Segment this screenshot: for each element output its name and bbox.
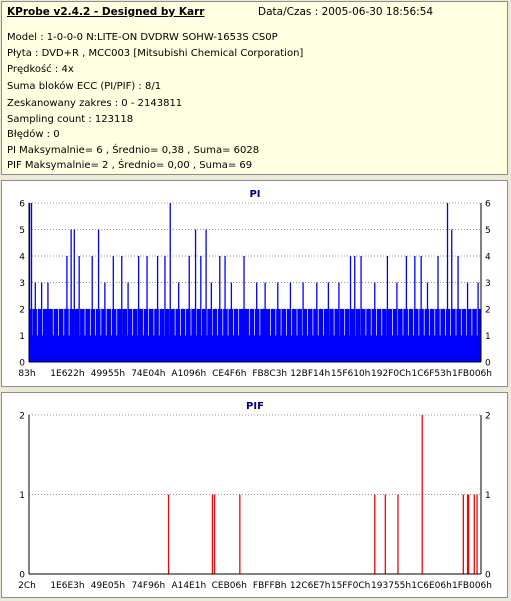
x-tick-label: A14E1h [171, 581, 206, 591]
x-tick-label: 1FB006h [452, 369, 492, 379]
x-tick-label: 1E622h [50, 369, 84, 379]
pi-chart-panel: PI 0 0 1 1 2 2 3 3 4 4 5 5 6 6 83h 1E622h 49955h 74E04h A10… [1, 180, 508, 387]
x-tick-label: 15FF0Ch [331, 581, 371, 591]
x-tick-label: 2Ch [18, 581, 36, 591]
x-tick-label: FBFFBh [253, 581, 287, 591]
y-tick-label-left: 2 [19, 412, 25, 422]
x-tick-label: CEB06h [212, 581, 247, 591]
y-tick-label-left: 0 [19, 571, 25, 581]
chart-title: PI [249, 189, 260, 200]
y-tick-label-right: 3 [485, 279, 491, 289]
x-tick-label: 49955h [91, 369, 125, 379]
y-tick-label-left: 2 [19, 306, 25, 316]
x-tick-label: A1096h [171, 369, 206, 379]
chart-title: PIF [246, 401, 264, 412]
info-scan-range: Zeskanowany zakres : 0 - 2143811 [7, 98, 183, 109]
pi-chart: PI 0 0 1 1 2 2 3 3 4 4 5 5 6 6 83h 1E622h 49955h 74E04h A10… [18, 189, 492, 379]
info-pi-stats: PI Maksymalnie= 6 , Średnio= 0,38 , Suma… [7, 145, 260, 156]
x-tick-label: 1C6F53h [412, 369, 452, 379]
y-tick-label-left: 1 [19, 491, 25, 501]
y-tick-label-right: 0 [485, 571, 491, 581]
y-tick-label-right: 2 [485, 412, 491, 422]
y-tick-label-right: 2 [485, 306, 491, 316]
scan-datetime: Data/Czas : 2005-06-30 18:56:54 [258, 6, 434, 18]
x-tick-label: 74F96h [131, 581, 165, 591]
x-tick-label: 12BF14h [290, 369, 330, 379]
info-ecc-blocks: Suma bloków ECC (PI/PIF) : 8/1 [7, 81, 162, 92]
info-speed: Prędkość : 4x [7, 64, 74, 75]
x-tick-label: 193755h [371, 581, 411, 591]
y-tick-label-left: 0 [19, 359, 25, 369]
y-tick-label-right: 0 [485, 359, 491, 369]
x-tick-label: 192F0Ch [371, 369, 411, 379]
info-disc: Płyta : DVD+R , MCC003 [Mitsubishi Chemi… [7, 48, 304, 59]
info-panel: KProbe v2.4.2 - Designed by Karr Data/Cz… [1, 1, 508, 175]
x-tick-label: CE4F6h [212, 369, 246, 379]
y-tick-label-left: 1 [19, 332, 25, 342]
x-tick-label: FB8C3h [252, 369, 287, 379]
pif-chart: PIF 0 0 1 1 2 2 2Ch 1E6E3h 49E05h 74F96h A14E1h CEB0… [18, 401, 492, 591]
x-tick-label: 15F610h [331, 369, 371, 379]
y-tick-label-right: 5 [485, 226, 491, 236]
x-tick-label: 1E6E3h [50, 581, 84, 591]
y-tick-label-right: 6 [485, 200, 491, 210]
x-tick-label: 1FB006h [452, 581, 492, 591]
y-tick-label-left: 4 [19, 253, 25, 263]
x-tick-label: 74E04h [131, 369, 165, 379]
y-tick-label-left: 6 [19, 200, 25, 210]
x-tick-label: 1C6E06h [411, 581, 452, 591]
pif-chart-panel: PIF 0 0 1 1 2 2 2Ch 1E6E3h 49E05h 74F96h A14E1h CEB0… [1, 392, 508, 598]
info-errors: Błędów : 0 [7, 129, 60, 140]
x-tick-label: 12C6E7h [290, 581, 331, 591]
y-tick-label-left: 3 [19, 279, 25, 289]
y-tick-label-right: 1 [485, 491, 491, 501]
y-tick-label-left: 5 [19, 226, 25, 236]
info-model: Model : 1-0-0-0 N:LITE-ON DVDRW SOHW-165… [7, 32, 278, 43]
info-sampling-count: Sampling count : 123118 [7, 114, 134, 125]
y-tick-label-right: 4 [485, 253, 491, 263]
info-pif-stats: PIF Maksymalnie= 2 , Średnio= 0,00 , Sum… [7, 160, 253, 171]
x-tick-label: 83h [18, 369, 35, 379]
x-tick-label: 49E05h [91, 581, 125, 591]
app-title: KProbe v2.4.2 - Designed by Karr [7, 6, 205, 18]
y-tick-label-right: 1 [485, 332, 491, 342]
baseline-band [29, 309, 481, 362]
